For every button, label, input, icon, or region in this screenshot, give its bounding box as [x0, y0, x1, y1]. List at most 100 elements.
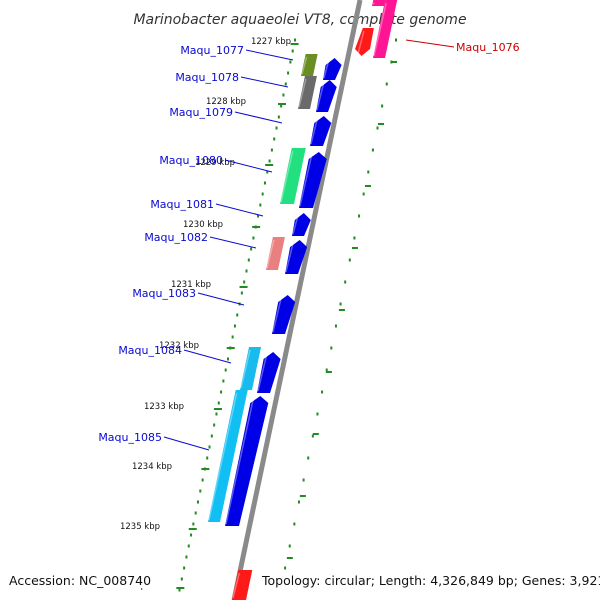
scale-dot: [263, 181, 266, 185]
scale-dot: [220, 390, 223, 394]
scale-tick-label: 1230 kbp: [183, 220, 223, 230]
right-track-dot: [395, 38, 397, 42]
scale-dot: [227, 357, 230, 361]
scale-dot: [178, 588, 181, 592]
forward-gene-arrow: [272, 295, 296, 334]
scale-dot: [240, 291, 243, 295]
reverse-gene-arrow-shine: [357, 30, 365, 55]
gene-leader-line: [245, 49, 294, 61]
right-track-tick: [338, 309, 345, 311]
forward-gene-arrow-shine: [292, 215, 299, 235]
scale-tick-label: 1229 kbp: [195, 158, 235, 168]
scale-dot: [180, 577, 183, 581]
right-track-dot: [321, 390, 324, 394]
gene-label: Maqu_1083: [132, 287, 196, 300]
gene-leader-line: [240, 76, 289, 88]
scale-dot: [252, 236, 255, 240]
scale-dot: [217, 401, 220, 405]
cds-track: [208, 54, 318, 522]
right-track-dot: [339, 302, 342, 306]
scale-dot: [236, 313, 239, 317]
right-track-dot: [348, 258, 351, 262]
scale-dot: [231, 335, 234, 339]
reverse-gene-arrow-shine: [232, 572, 241, 599]
right-track-dot: [376, 126, 379, 130]
scale-dot: [257, 214, 260, 218]
right-track-dot: [353, 236, 356, 240]
forward-gene-arrow-shine: [285, 242, 294, 273]
topology-text: Topology: circular; Length: 4,326,849 bp…: [260, 573, 600, 588]
gene-label: Maqu_1084: [118, 344, 182, 357]
scale-dot: [187, 544, 190, 548]
scale-dot: [294, 38, 296, 42]
gene-leader-line: [209, 236, 257, 249]
forward-gene-arrow: [292, 213, 311, 236]
right-track-dot: [307, 456, 310, 460]
right-track-tick: [325, 371, 332, 373]
gene-labels: Maqu_1076 Maqu_1077 Maqu_1078 Maqu_1079 Maqu…: [98, 39, 520, 451]
right-track-dot: [302, 478, 305, 482]
scale-dot: [250, 247, 253, 251]
forward-gene-arrow-shine: [299, 154, 313, 207]
cds-block-shine: [280, 150, 294, 203]
gene-leader-line: [163, 436, 210, 451]
right-track-tick: [364, 185, 371, 187]
gene-leader-line: [215, 203, 264, 217]
gene-track: [225, 0, 398, 600]
forward-gene-arrow: [316, 80, 337, 112]
right-track-dot: [316, 412, 319, 416]
reverse-gene-arrow: [372, 0, 386, 6]
reverse-gene-arrow: [355, 28, 374, 56]
cds-block-shine: [301, 56, 308, 75]
scale-dot: [247, 258, 250, 262]
cds-block-shine: [298, 78, 307, 108]
scale-tick-label: 1231 kbp: [171, 280, 211, 290]
scale-tick-label: 1235 kbp: [120, 522, 160, 532]
gene-leader-line: [197, 292, 245, 306]
forward-gene-arrow-shine: [272, 297, 282, 333]
scale-dots: [178, 38, 296, 592]
scale-dot: [273, 137, 276, 141]
gene-label: Maqu_1082: [144, 231, 208, 244]
scale-dot: [196, 500, 199, 504]
scale-dot: [208, 445, 211, 449]
right-track-dot: [288, 544, 291, 548]
scale-dot: [192, 522, 195, 526]
scale-dot: [222, 379, 225, 383]
reverse-gene-arrow-shine: [373, 2, 387, 57]
scale-dot: [270, 148, 273, 152]
scale-tick-label: 1233 kbp: [144, 402, 184, 412]
gene-label: Maqu_1076: [456, 41, 520, 54]
accession-text: Accession: NC_008740: [7, 573, 154, 588]
scale-dot: [282, 93, 285, 97]
scale-dot: [287, 71, 290, 75]
right-track-dots: [284, 38, 397, 570]
gene-leader-line: [234, 111, 283, 124]
scale-dot: [284, 82, 287, 86]
reverse-gene-arrow: [232, 570, 253, 600]
forward-gene-arrow-shine: [310, 118, 319, 145]
right-track-dot: [344, 280, 347, 284]
scale-dot: [206, 456, 209, 460]
backbone-line: [231, 0, 363, 600]
scale-dot: [259, 203, 262, 207]
scale-dot: [275, 126, 278, 130]
gene-label: Maqu_1085: [98, 431, 162, 444]
cds-block: [280, 148, 306, 204]
scale-dot: [233, 324, 236, 328]
scale-dot: [261, 192, 264, 196]
right-track-dot: [284, 566, 287, 570]
forward-gene-arrow: [225, 396, 269, 526]
right-track-dot: [371, 148, 374, 152]
reverse-gene-arrow-shine: [372, 2, 375, 5]
right-track-dot: [381, 104, 384, 108]
right-track-tick: [286, 557, 293, 559]
cds-block-shine: [266, 239, 275, 269]
cds-block: [301, 54, 318, 76]
right-track-dot: [334, 324, 337, 328]
right-track-dot: [311, 434, 314, 438]
scale-tick-label: 1234 kbp: [132, 462, 172, 472]
cds-block: [266, 237, 285, 270]
right-track-tick: [391, 61, 397, 63]
scale-dot: [194, 511, 197, 515]
